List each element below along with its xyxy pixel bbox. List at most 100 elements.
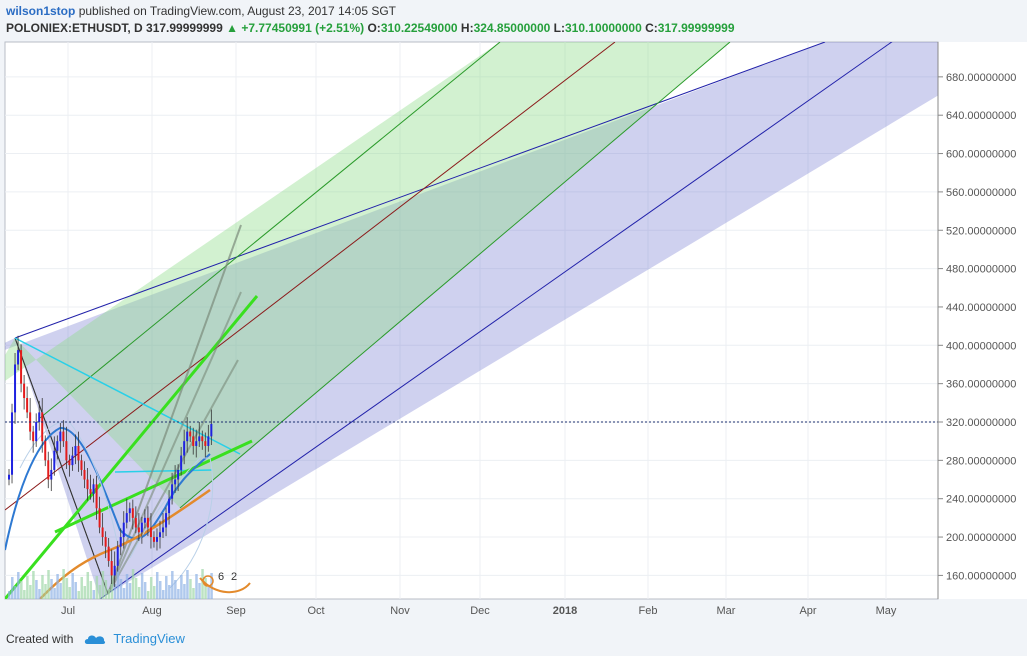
inner-lower-line[interactable] <box>179 42 731 509</box>
candle-body[interactable] <box>165 513 168 528</box>
inner-upper-line[interactable] <box>39 42 501 419</box>
candle-body[interactable] <box>35 422 38 442</box>
volume-bar <box>146 591 150 599</box>
green-trend-line-flat[interactable] <box>54 439 253 534</box>
pitchfork-drawing[interactable]: 6 2 <box>0 38 1027 599</box>
candle-body[interactable] <box>14 364 17 413</box>
indicator-marker[interactable]: 6 2 <box>199 571 251 594</box>
candle-body[interactable] <box>201 436 204 442</box>
candle-body[interactable] <box>140 522 143 533</box>
candle-body[interactable] <box>98 508 101 528</box>
candle-body[interactable] <box>177 469 180 480</box>
fan-line-3[interactable] <box>107 359 239 595</box>
candle-body[interactable] <box>17 350 20 365</box>
volume-bar <box>128 583 132 599</box>
candle-body[interactable] <box>71 455 74 466</box>
candle-body[interactable] <box>77 445 80 461</box>
candle-body[interactable] <box>192 436 195 446</box>
candle-body[interactable] <box>113 565 116 576</box>
outer-upper-line[interactable] <box>14 42 826 339</box>
candle-body[interactable] <box>189 431 192 437</box>
candle-body[interactable] <box>210 423 213 437</box>
candle-body[interactable] <box>107 546 110 562</box>
candle-body[interactable] <box>68 460 71 466</box>
candle-body[interactable] <box>83 469 86 480</box>
candle-body[interactable] <box>92 484 95 494</box>
candle-body[interactable] <box>195 441 198 446</box>
volume-bar <box>101 571 105 599</box>
fan-line-1[interactable] <box>107 224 242 595</box>
candle-body[interactable] <box>95 484 98 509</box>
candle-body[interactable] <box>159 532 161 538</box>
median-line[interactable] <box>5 42 616 511</box>
candle-body[interactable] <box>171 484 174 499</box>
candle-body[interactable] <box>11 412 14 475</box>
publisher-name[interactable]: wilson1stop <box>6 4 76 18</box>
candle-body[interactable] <box>119 537 122 547</box>
volume-bar <box>183 584 186 599</box>
candle-body[interactable] <box>174 479 177 485</box>
candle-body[interactable] <box>59 431 62 442</box>
cyan-horizontal-line[interactable] <box>114 469 213 473</box>
candle-body[interactable] <box>101 527 104 538</box>
candle-body[interactable] <box>50 469 53 480</box>
candle-body[interactable] <box>56 441 59 451</box>
candle-body[interactable] <box>41 412 44 442</box>
candle-body[interactable] <box>26 398 29 413</box>
outer-lower-line[interactable] <box>99 38 940 599</box>
candle-body[interactable] <box>186 431 189 442</box>
candle-body[interactable] <box>146 517 149 528</box>
volume-bar <box>29 585 32 599</box>
high-label: H: <box>460 21 474 35</box>
candle-body[interactable] <box>65 441 68 461</box>
price-axis[interactable] <box>938 42 1027 599</box>
tradingview-brand[interactable]: TradingView <box>113 631 185 646</box>
candle-body[interactable] <box>62 431 65 442</box>
candle-body[interactable] <box>207 436 210 446</box>
candle-body[interactable] <box>110 561 113 576</box>
candle-body[interactable] <box>152 537 155 542</box>
candle-body[interactable] <box>80 460 83 470</box>
candle-body[interactable] <box>131 508 134 518</box>
candle-body[interactable] <box>183 441 186 456</box>
candle-body[interactable] <box>38 412 41 422</box>
candle-body[interactable] <box>155 537 158 542</box>
candle-body[interactable] <box>23 383 26 399</box>
candle-body[interactable] <box>134 517 137 528</box>
volume-bar <box>159 581 162 599</box>
volume-bar <box>137 587 141 599</box>
x-tick-label: Jul <box>61 605 75 617</box>
candle-body[interactable] <box>162 527 165 533</box>
candle-body[interactable] <box>180 455 183 470</box>
candle-body[interactable] <box>128 508 131 514</box>
candle-body[interactable] <box>137 527 140 533</box>
candle-body[interactable] <box>149 527 152 538</box>
candle-body[interactable] <box>116 546 119 566</box>
fan-line-2[interactable] <box>107 291 242 595</box>
candle-body[interactable] <box>86 479 89 490</box>
candle-body[interactable] <box>122 522 125 538</box>
candle-body[interactable] <box>32 431 35 442</box>
symbol-info: POLONIEX:ETHUSDT, D 317.99999999 ▲ +7.77… <box>6 21 735 35</box>
candle-body[interactable] <box>143 517 146 523</box>
x-tick-label: Aug <box>142 605 162 617</box>
x-tick-label: May <box>876 605 897 617</box>
candle-body[interactable] <box>125 513 128 523</box>
candle-body[interactable] <box>8 474 10 480</box>
candle-body[interactable] <box>104 537 107 547</box>
candle-body[interactable] <box>47 460 50 480</box>
candle-body[interactable] <box>44 441 47 461</box>
candle-body[interactable] <box>168 498 171 514</box>
candle-body[interactable] <box>74 445 77 456</box>
candle-body[interactable] <box>89 489 92 494</box>
candle-body[interactable] <box>204 441 207 446</box>
price-chart[interactable]: 6 2 160.00000000 200.00000000 240.00000000… <box>0 38 1027 628</box>
green-trend-line-steep[interactable] <box>5 295 259 599</box>
candlesticks[interactable] <box>8 335 213 587</box>
candle-body[interactable] <box>198 436 201 442</box>
candle-body[interactable] <box>20 350 23 384</box>
candle-body[interactable] <box>53 450 56 470</box>
y-tick-label: 680.00000000 <box>946 72 1016 84</box>
volume-bar <box>119 579 123 599</box>
tradingview-cloud-icon[interactable] <box>83 632 107 646</box>
